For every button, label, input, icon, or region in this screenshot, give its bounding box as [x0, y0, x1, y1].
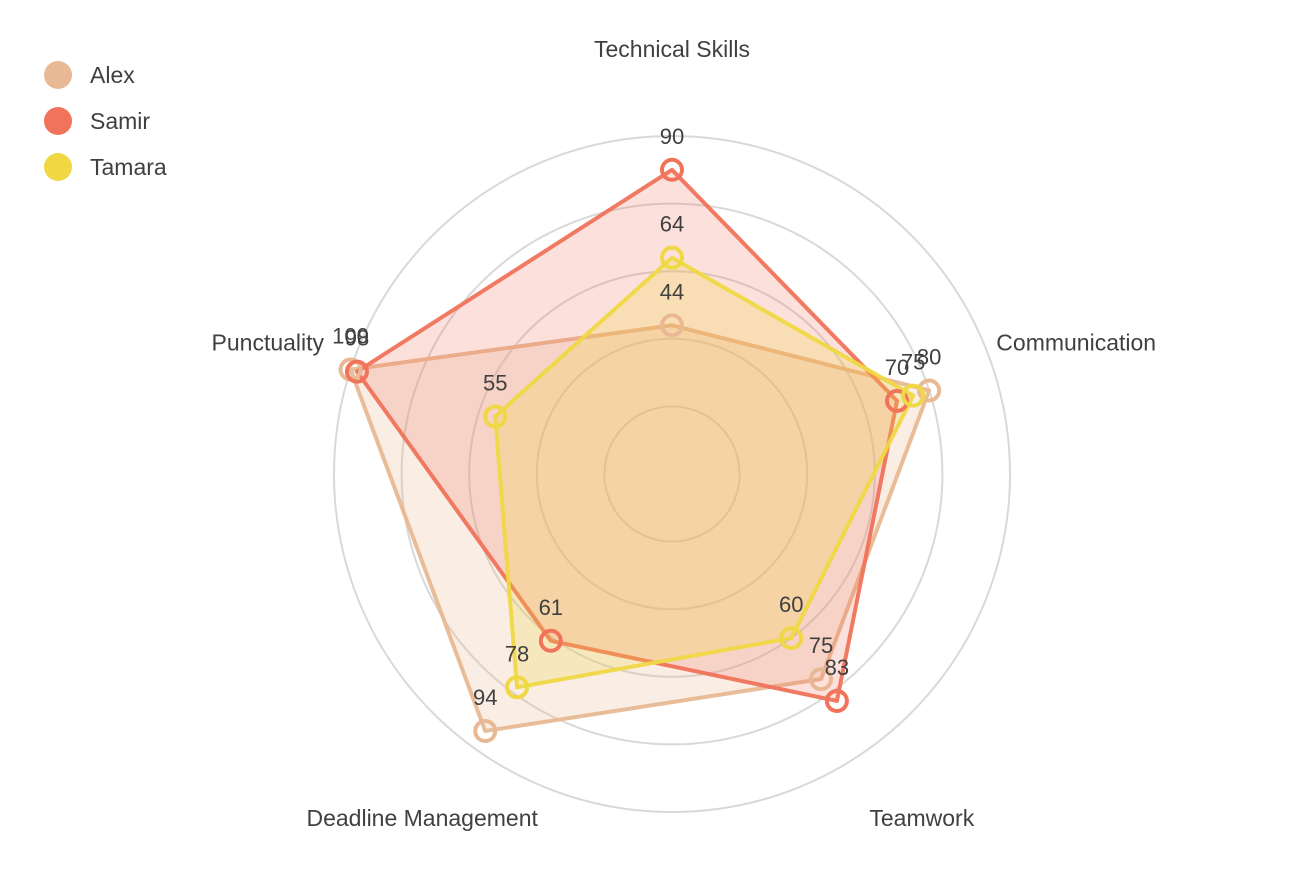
value-label-alex-punctuality: 100: [332, 324, 369, 349]
value-label-tamara-technical-skills: 64: [660, 212, 684, 237]
legend-item-samir[interactable]: Samir: [44, 98, 167, 144]
point-tamara-punctuality[interactable]: [483, 404, 508, 429]
point-samir-deadline-management[interactable]: [538, 628, 563, 653]
marker-layer: [338, 157, 942, 744]
value-label-tamara-communication: 75: [901, 350, 925, 375]
point-tamara-communication[interactable]: [901, 383, 926, 408]
value-label-samir-deadline-management: 61: [539, 595, 563, 620]
value-label-samir-technical-skills: 90: [660, 124, 684, 149]
series-area-tamara[interactable]: [493, 255, 916, 690]
value-label-tamara-punctuality: 55: [483, 371, 507, 396]
value-label-samir-punctuality: 98: [345, 326, 369, 351]
value-label-tamara-deadline-management: 78: [505, 641, 529, 666]
legend-label-samir: Samir: [90, 107, 151, 134]
axis-label-punctuality: Punctuality: [212, 330, 325, 356]
point-samir-teamwork[interactable]: [824, 688, 849, 713]
legend-label-tamara: Tamara: [90, 153, 167, 180]
legend-swatch-alex: [44, 61, 72, 89]
point-alex-teamwork[interactable]: [809, 667, 834, 692]
grid-circle-80: [400, 202, 944, 746]
axis-label-layer: Technical Skills Communication Teamwork Dea…: [212, 36, 1157, 831]
value-label-alex-communication: 80: [917, 344, 941, 369]
value-label-alex-technical-skills: 44: [660, 279, 684, 304]
axis-label-technical-skills: Technical Skills: [594, 36, 750, 62]
grid-circle-40: [535, 337, 809, 611]
grid-circle-100: [333, 135, 1011, 813]
point-alex-deadline-management[interactable]: [473, 719, 498, 744]
point-samir-punctuality[interactable]: [344, 359, 369, 384]
legend-item-alex[interactable]: Alex: [44, 52, 167, 98]
value-label-alex-teamwork: 75: [809, 633, 833, 658]
axis-label-communication: Communication: [996, 330, 1156, 356]
point-tamara-technical-skills[interactable]: [660, 245, 684, 270]
legend-label-alex: Alex: [90, 61, 135, 88]
legend-swatch-tamara: [44, 153, 72, 181]
series-layer: [348, 167, 932, 734]
axis-label-teamwork: Teamwork: [869, 805, 974, 831]
legend-item-tamara[interactable]: Tamara: [44, 144, 167, 190]
legend: Alex Samir Tamara: [44, 52, 167, 190]
point-tamara-teamwork[interactable]: [779, 626, 804, 651]
legend-swatch-samir: [44, 107, 72, 135]
point-tamara-deadline-management[interactable]: [505, 675, 530, 700]
grid-circle-20: [603, 405, 741, 543]
series-area-samir[interactable]: [354, 167, 900, 703]
point-samir-technical-skills[interactable]: [660, 157, 684, 182]
value-label-samir-communication: 70: [885, 355, 909, 380]
value-label-tamara-teamwork: 60: [779, 592, 803, 617]
value-label-samir-teamwork: 83: [825, 655, 849, 680]
value-label-alex-deadline-management: 94: [473, 685, 497, 710]
axis-label-deadline-management: Deadline Management: [306, 805, 538, 831]
point-alex-technical-skills[interactable]: [660, 313, 684, 338]
